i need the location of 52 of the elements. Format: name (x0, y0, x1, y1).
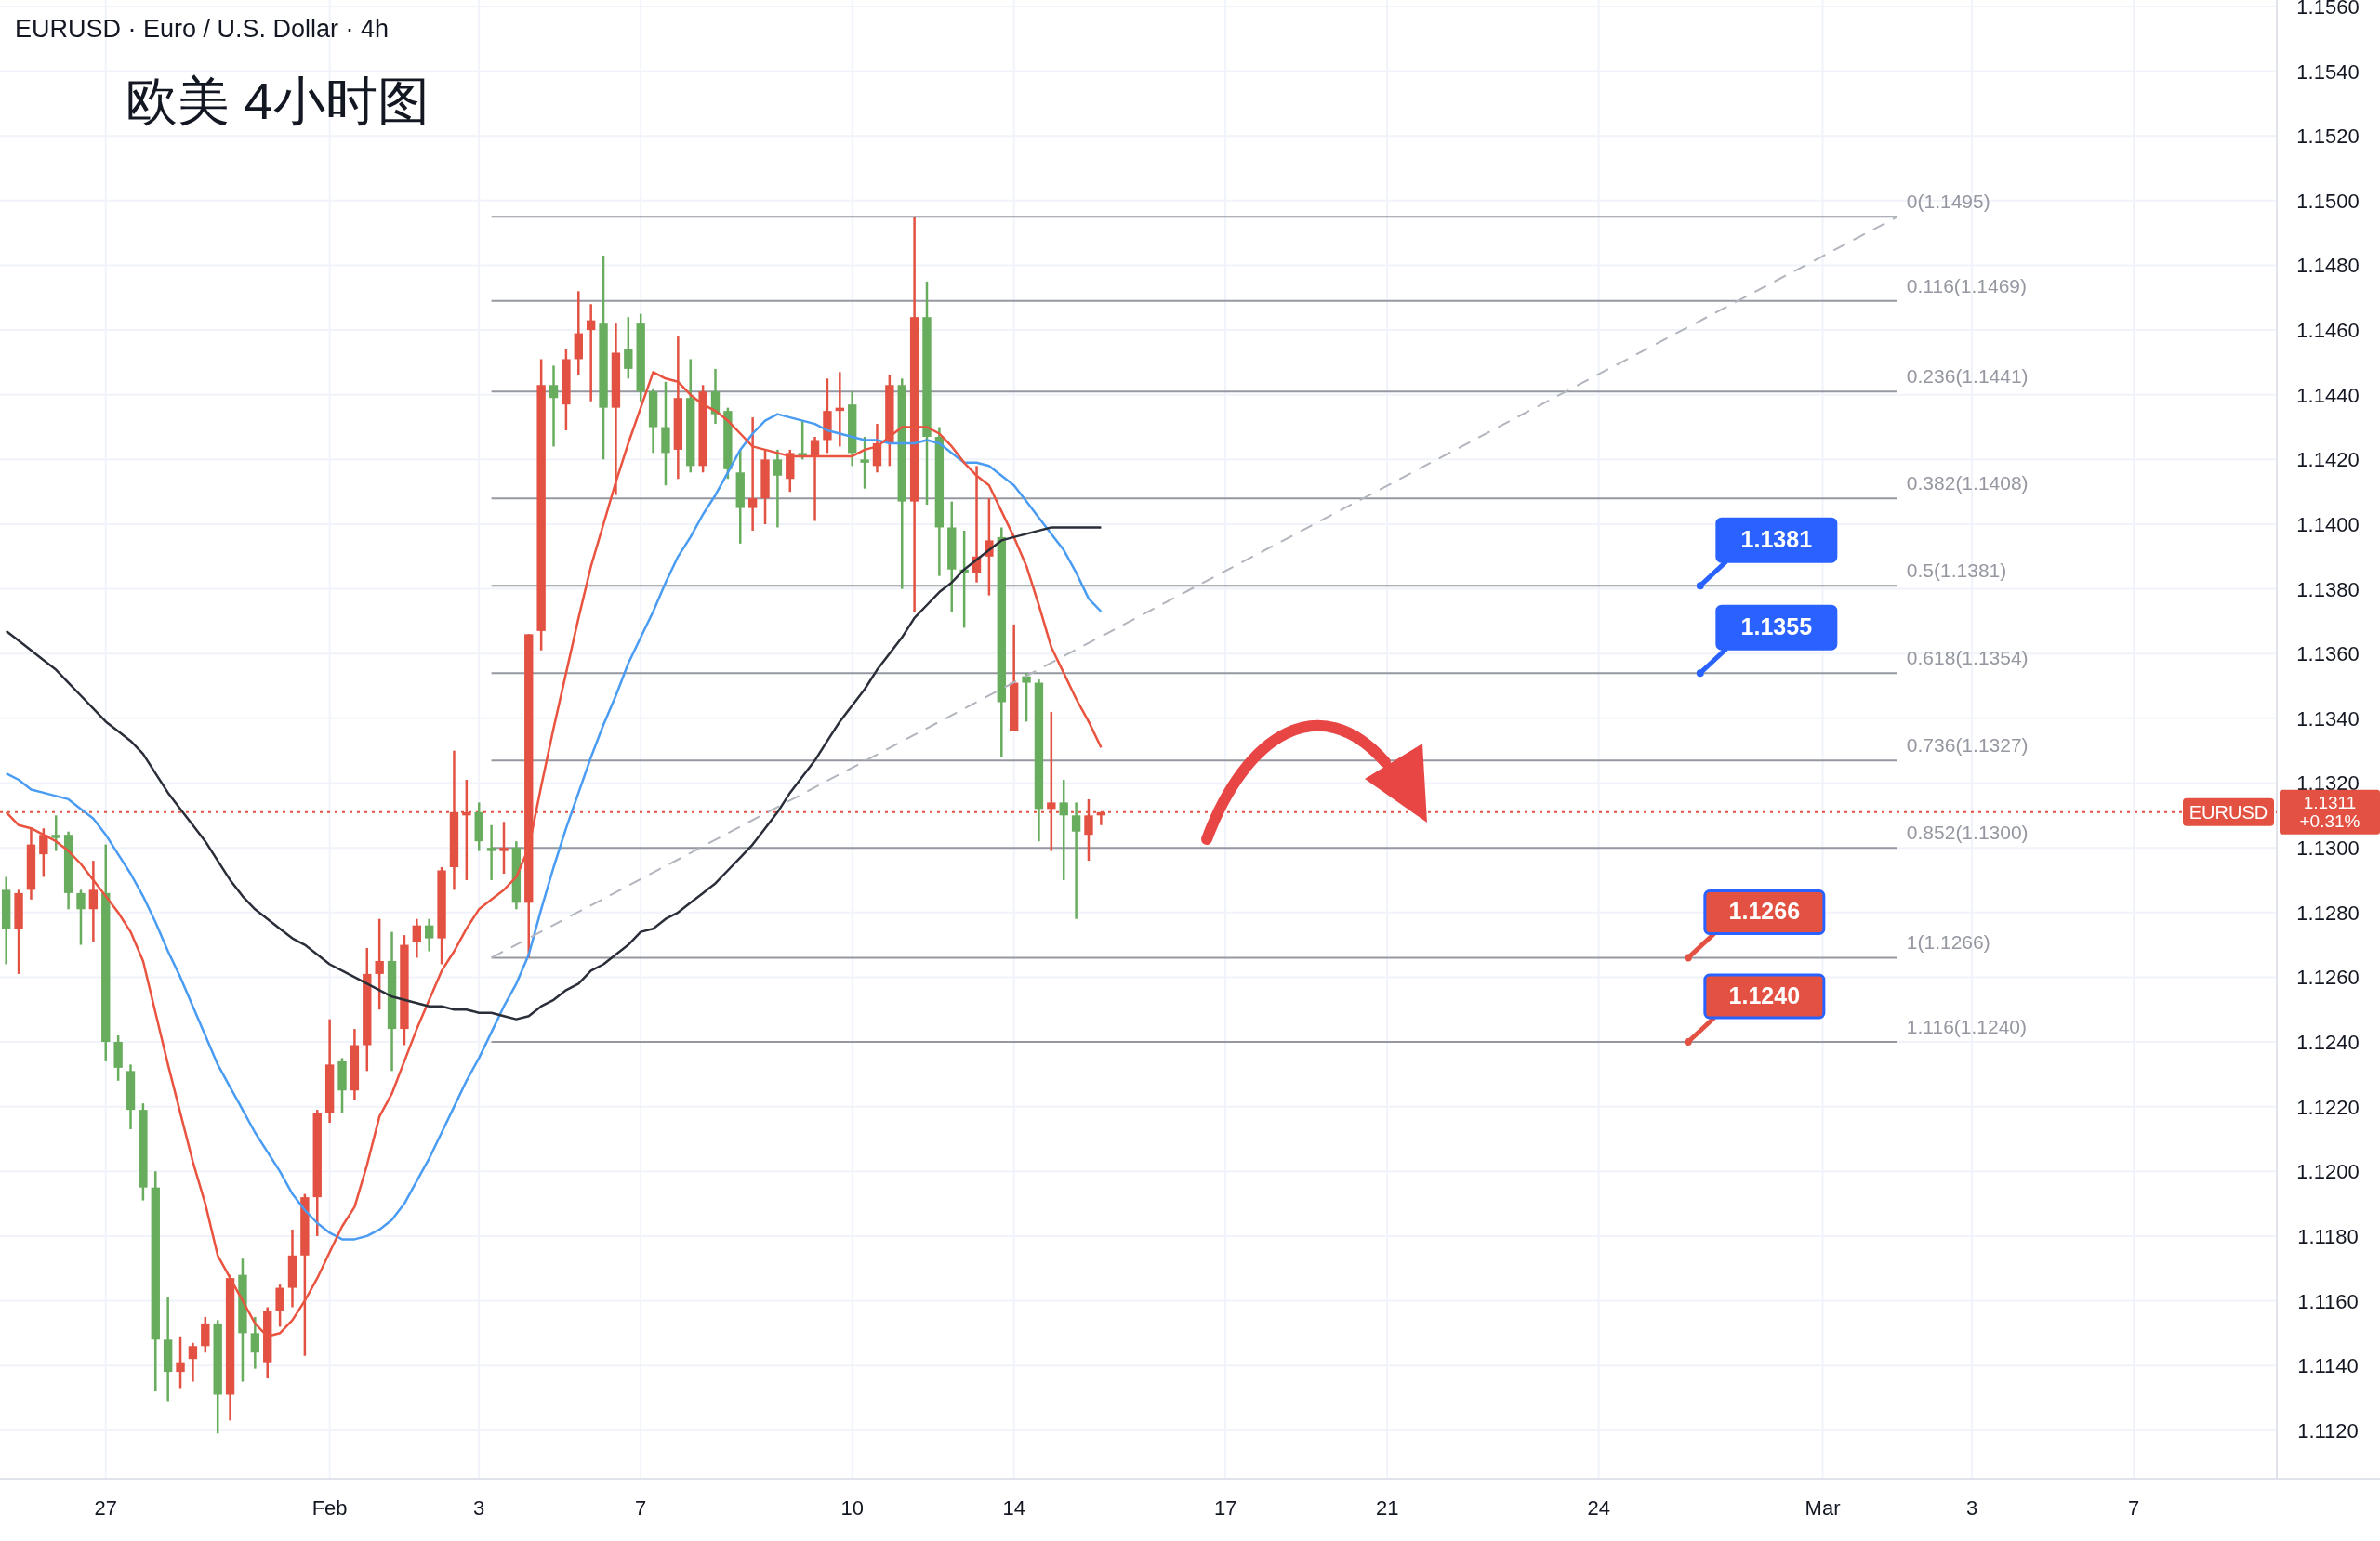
annotation: 1.1266 (1728, 898, 1801, 925)
y-tick-label: 1.1300 (2296, 836, 2360, 861)
y-tick-label: 1.1500 (2296, 189, 2360, 213)
y-tick-label: 1.1280 (2296, 901, 2360, 925)
x-tick-label: 10 (840, 1496, 864, 1520)
y-tick-label: 1.1160 (2297, 1289, 2359, 1313)
y-tick-label: 1.1220 (2296, 1095, 2360, 1119)
x-tick-label: 27 (94, 1496, 117, 1520)
y-tick-label: 1.1540 (2296, 59, 2360, 84)
ref-line-label: 1.116(1.1240) (1906, 1016, 2028, 1038)
x-tick-label: 7 (635, 1496, 647, 1520)
title: EURUSD · Euro / U.S. Dollar · 4h (15, 15, 390, 43)
ref-line-label: 0.382(1.1408) (1906, 472, 2029, 494)
y-tick-label: 1.1460 (2296, 319, 2360, 343)
annotation: 1.1240 (1728, 982, 1801, 1009)
y-tick-label: 1.1560 (2296, 0, 2360, 19)
y-tick-label: 1.1360 (2296, 642, 2360, 666)
x-tick-label: 21 (1375, 1496, 1399, 1520)
x-tick-label: Mar (1805, 1496, 1841, 1520)
y-tick-label: 1.1420 (2296, 448, 2360, 472)
ref-line-label: 0.236(1.1441) (1906, 365, 2029, 388)
y-tick-label: 1.1260 (2296, 966, 2360, 990)
annotation: 1.1381 (1740, 526, 1813, 553)
ref-line-label: 0.116(1.1469) (1906, 274, 2028, 296)
y-tick-label: 1.1340 (2296, 706, 2360, 731)
ref-line-label: 0.852(1.1300) (1906, 822, 2029, 844)
subtitle: 欧美 4小时图 (126, 72, 430, 130)
y-tick-label: 1.1120 (2297, 1418, 2359, 1442)
ref-line-label: 0(1.1495) (1906, 191, 1990, 213)
y-tick-label: 1.1240 (2296, 1031, 2360, 1055)
ref-line-label: 0.5(1.1381) (1906, 560, 2007, 582)
x-tick-label: 3 (1966, 1496, 1978, 1520)
x-tick-label: Feb (311, 1496, 348, 1520)
y-tick-label: 1.1180 (2297, 1224, 2359, 1248)
y-tick-label: 1.1440 (2296, 383, 2360, 407)
x-tick-label: 24 (1587, 1496, 1610, 1520)
x-tick-label: 3 (473, 1496, 485, 1520)
ref-line-label: 0.736(1.1327) (1906, 734, 2029, 757)
annotation: 1.1355 (1740, 613, 1813, 640)
x-tick-label: 7 (2127, 1496, 2140, 1520)
x-tick-label: 17 (1213, 1496, 1237, 1520)
y-tick-label: 1.1520 (2296, 125, 2360, 149)
y-tick-label: 1.1480 (2296, 254, 2360, 278)
ref-line-label: 0.618(1.1354) (1906, 647, 2029, 669)
y-tick-label: 1.1140 (2297, 1354, 2359, 1378)
text: +0.31% (2299, 810, 2360, 831)
x-tick-label: 14 (1002, 1496, 1025, 1520)
ref-line-label: EURUSD (2188, 801, 2268, 823)
y-tick-label: 1.1200 (2296, 1160, 2360, 1184)
y-tick-label: 1.1400 (2296, 512, 2360, 536)
y-tick-label: 1.1380 (2296, 577, 2360, 601)
ref-line-label: 1(1.1266) (1906, 931, 1990, 954)
